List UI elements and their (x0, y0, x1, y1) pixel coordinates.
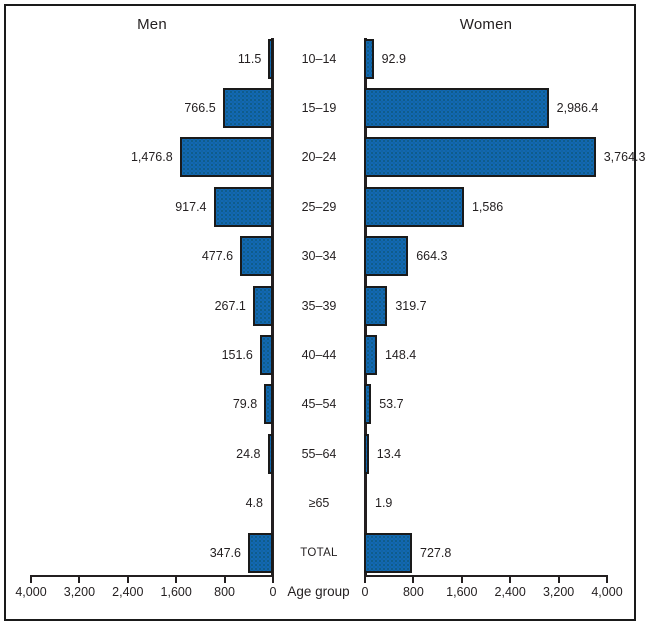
women-axis-tick-label: 0 (361, 585, 369, 599)
bar-women-20-24 (364, 137, 596, 178)
men-axis-tick (272, 577, 274, 583)
women-axis-tick (412, 577, 415, 583)
women-axis-tick (460, 577, 463, 583)
bar-men-total (247, 532, 273, 573)
men-value-label: 151.6 (221, 348, 253, 362)
bar-men-25-29 (213, 186, 273, 227)
women-axis-tick (364, 577, 366, 583)
men-axis-tick (175, 577, 178, 583)
age-group-label: 20–24 (301, 150, 337, 165)
men-axis-title: Men (137, 16, 167, 33)
men-value-label: 24.8 (236, 446, 261, 461)
men-axis-tick-label: 800 (214, 585, 236, 599)
men-value-label: 347.6 (209, 545, 241, 560)
women-value-label: 2,986.4 (556, 101, 599, 115)
bar-women-40-44 (364, 335, 377, 375)
age-group-label: 15–19 (301, 101, 337, 115)
bar-women-total (364, 532, 413, 573)
men-value-label: 11.5 (237, 51, 262, 66)
men-axis-tick (223, 577, 226, 583)
x-axis-title: Age group (287, 584, 350, 599)
men-value-label: 4.8 (245, 496, 263, 511)
women-value-label: 1.9 (375, 496, 393, 511)
men-value-label: 1,476.8 (130, 150, 173, 165)
men-value-label: 267.1 (214, 298, 246, 313)
women-value-label: 727.8 (420, 545, 452, 560)
bar-women-10-14 (364, 38, 374, 79)
age-group-label: 55–64 (301, 446, 337, 461)
men-value-label: 766.5 (184, 101, 216, 115)
bar-men-55-64 (267, 433, 273, 474)
women-axis-line (365, 575, 608, 577)
bar-women-15-19 (364, 88, 549, 128)
men-axis-tick-label: 2,400 (112, 585, 144, 599)
age-group-label: 30–34 (301, 249, 337, 264)
men-value-label: 477.6 (201, 249, 234, 264)
women-axis-tick-label: 2,400 (494, 585, 526, 599)
men-axis-tick-label: 1,600 (160, 585, 192, 599)
age-group-label: 40–44 (301, 348, 337, 362)
bar-men-40-44 (259, 335, 273, 375)
men-axis-tick (126, 577, 129, 583)
age-group-label: 35–39 (301, 298, 337, 313)
men-axis-tick-label: 0 (269, 585, 277, 599)
women-value-label: 664.3 (416, 249, 448, 264)
bar-women-30-34 (364, 236, 409, 277)
men-axis-tick-label: 4,000 (15, 585, 47, 599)
women-axis-tick-label: 3,200 (542, 585, 575, 599)
women-value-label: 13.4 (376, 446, 402, 461)
bar-men-35-39 (252, 285, 273, 326)
bar-women-25-29 (364, 186, 464, 227)
men-axis-tick-label: 3,200 (63, 585, 96, 599)
bar-men-10-14 (268, 38, 273, 79)
age-group-label: 25–29 (301, 199, 337, 214)
chart-frame (4, 4, 636, 621)
women-value-label: 319.7 (395, 298, 427, 313)
women-value-label: 53.7 (379, 397, 404, 412)
age-group-label: 45–54 (301, 397, 337, 412)
women-axis-tick-label: 1,600 (446, 585, 478, 599)
women-axis-tick (606, 577, 608, 583)
women-value-label: 3,764.3 (603, 150, 646, 165)
women-axis-tick-label: 800 (402, 585, 424, 599)
age-group-label: 10–14 (301, 51, 337, 66)
women-value-label: 1,586 (471, 199, 504, 214)
age-group-label: ≥65 (308, 496, 330, 511)
bar-women-35-39 (364, 285, 388, 326)
men-value-label: 917.4 (175, 199, 207, 214)
bar-men-45-54 (264, 384, 273, 425)
men-axis-tick (78, 577, 81, 583)
women-value-label: 92.9 (381, 51, 406, 66)
women-axis-tick-label: 4,000 (591, 585, 623, 599)
age-group-label: TOTAL (300, 546, 338, 559)
men-value-label: 79.8 (232, 397, 258, 412)
women-axis-tick (509, 577, 512, 583)
men-axis-tick (30, 577, 32, 583)
women-value-label: 148.4 (384, 348, 417, 362)
bar-women-55-64 (364, 433, 369, 474)
women-axis-title: Women (459, 16, 513, 33)
bar-men-20-24 (179, 137, 273, 178)
bar-women-45-54 (364, 384, 372, 425)
men-axis-line (30, 575, 273, 577)
women-axis-tick (557, 577, 560, 583)
bar-men-30-34 (240, 236, 273, 277)
bar-men-15-19 (222, 88, 273, 128)
